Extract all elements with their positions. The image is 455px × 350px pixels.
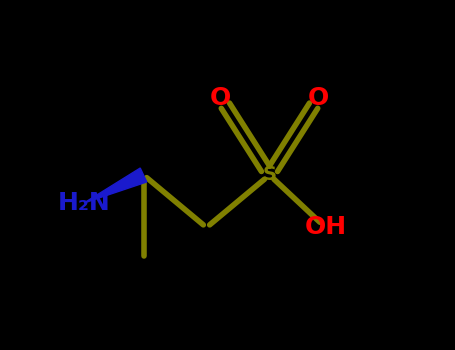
Polygon shape	[84, 168, 147, 203]
Text: S: S	[263, 166, 277, 184]
Text: O: O	[210, 86, 231, 110]
Text: OH: OH	[304, 216, 347, 239]
Text: O: O	[308, 86, 329, 110]
Text: H₂N: H₂N	[58, 191, 111, 215]
